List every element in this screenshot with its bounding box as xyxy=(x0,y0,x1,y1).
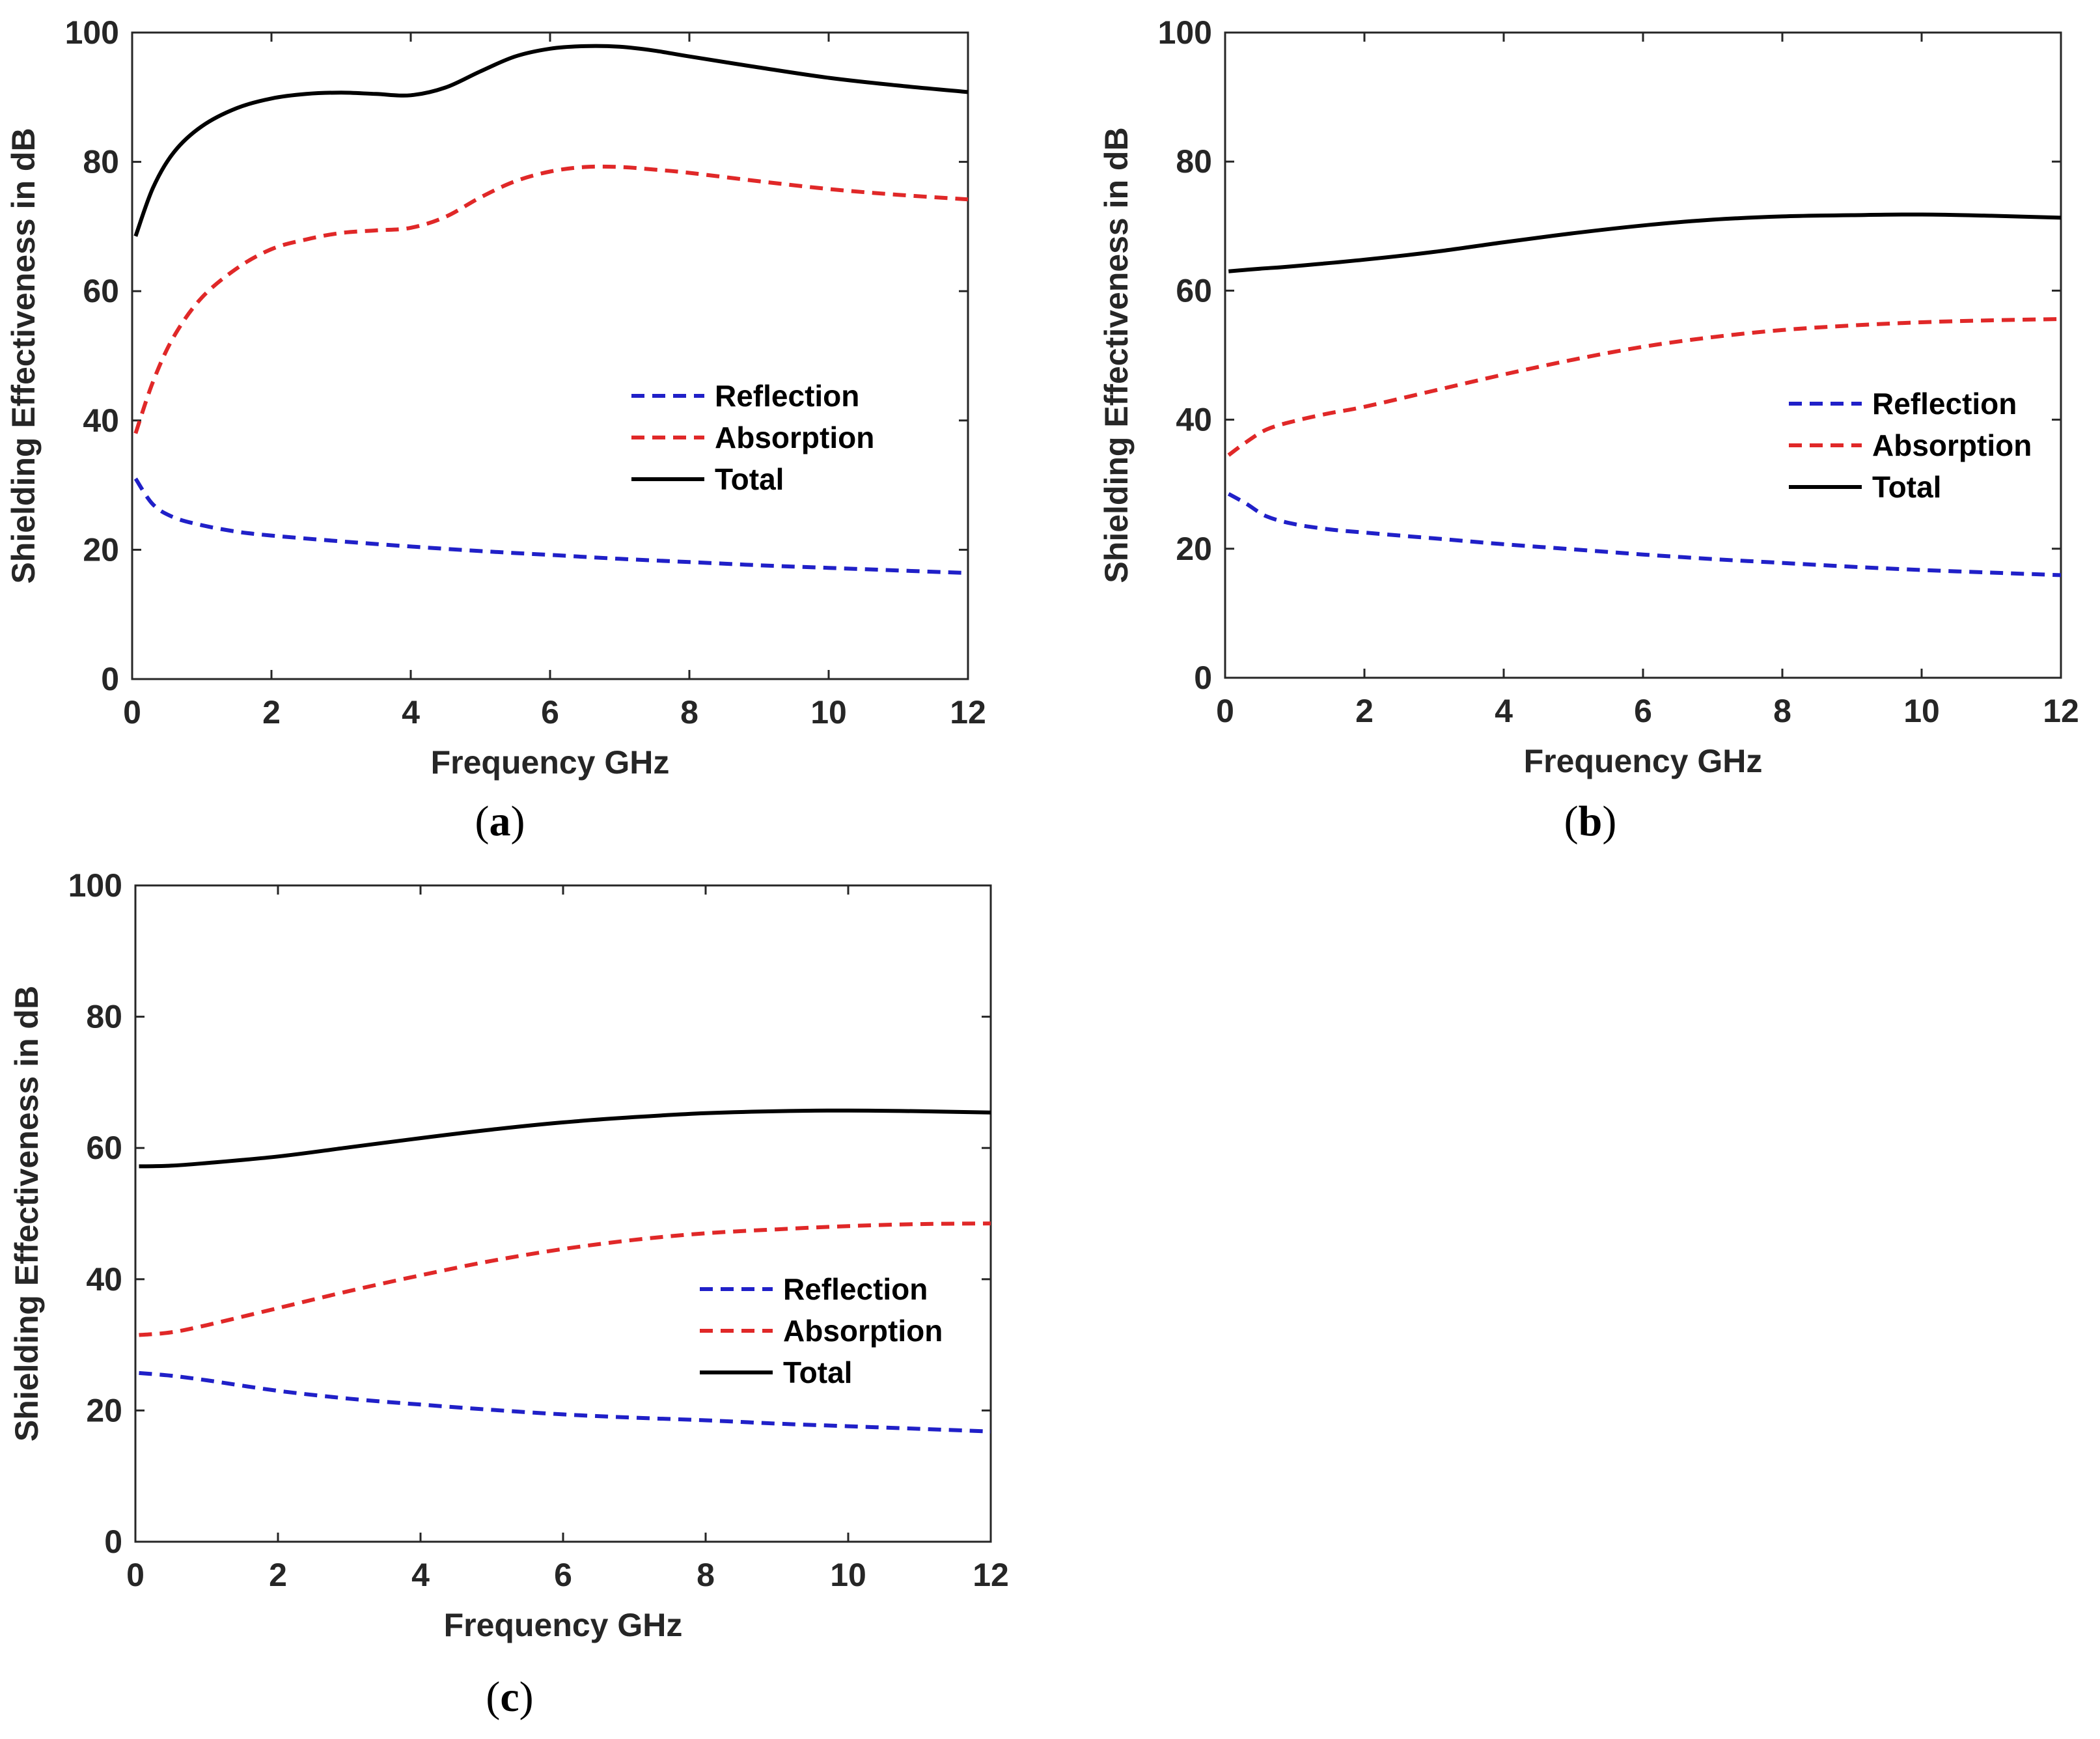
legend-label-absorption: Absorption xyxy=(1872,428,2032,462)
y-tick-label: 0 xyxy=(1194,660,1212,696)
plot-frame xyxy=(131,31,969,680)
caption-paren-close: ) xyxy=(1602,798,1616,845)
legend: Reflection Absorption Total xyxy=(700,1272,943,1389)
x-tick-label: 0 xyxy=(126,1557,145,1593)
y-tick-label: 100 xyxy=(68,867,122,904)
series-line-total xyxy=(139,1108,991,1169)
caption-letter: a xyxy=(490,798,511,845)
series-line-reflection xyxy=(133,477,969,576)
caption-paren-close: ) xyxy=(519,1673,534,1721)
y-tick-label: 100 xyxy=(1158,14,1212,51)
legend-label-total: Total xyxy=(1872,470,1941,504)
y-tick-label: 0 xyxy=(101,661,119,697)
x-axis-label: Frequency GHz xyxy=(431,744,670,781)
x-tick-label: 10 xyxy=(1903,693,1940,729)
x-tick-label: 8 xyxy=(1773,693,1791,729)
caption-paren-open: ( xyxy=(475,798,490,845)
y-tick-label: 20 xyxy=(83,531,119,568)
x-tick-label: 2 xyxy=(1355,693,1374,729)
caption-paren-open: ( xyxy=(1564,798,1579,845)
x-tick-label: 4 xyxy=(1495,693,1513,729)
x-tick-label: 0 xyxy=(1216,693,1234,729)
y-tick-label: 80 xyxy=(1176,143,1212,180)
x-tick-label: 4 xyxy=(411,1557,430,1593)
legend-label-total: Total xyxy=(715,462,784,496)
x-tick-label: 6 xyxy=(554,1557,572,1593)
series-line-total xyxy=(133,44,969,237)
legend-label-reflection: Reflection xyxy=(783,1272,928,1306)
series-line-absorption xyxy=(133,164,969,434)
series-line-absorption xyxy=(1227,317,2062,457)
legend: Reflection Absorption Total xyxy=(631,379,874,496)
legend-label-reflection: Reflection xyxy=(1872,387,2017,421)
x-tick-label: 2 xyxy=(262,694,281,730)
y-axis-label: Shielding Effectiveness in dB xyxy=(1098,127,1135,583)
caption-paren-open: ( xyxy=(486,1673,500,1721)
series-line-reflection xyxy=(1227,492,2062,577)
y-tick-label: 20 xyxy=(1176,531,1212,567)
legend-label-reflection: Reflection xyxy=(715,379,859,413)
chart-panel-c: 0 2 4 6 8 10 12 0 20 40 60 80 100 Frequency GHz Shield… xyxy=(8,867,1009,1721)
y-tick-label: 100 xyxy=(65,14,119,51)
caption-letter: c xyxy=(500,1673,519,1721)
panel-caption: (a) xyxy=(475,798,525,845)
x-tick-label: 8 xyxy=(680,694,698,730)
x-tick-label: 10 xyxy=(830,1557,866,1593)
x-axis-label: Frequency GHz xyxy=(1524,743,1763,779)
panel-caption: (c) xyxy=(486,1673,533,1721)
y-tick-label: 40 xyxy=(83,402,119,439)
x-tick-label: 6 xyxy=(1634,693,1652,729)
x-tick-label: 12 xyxy=(950,694,986,730)
y-axis-label: Shielding Effectiveness in dB xyxy=(5,128,42,583)
y-tick-label: 60 xyxy=(86,1130,122,1166)
plot-frame xyxy=(1224,31,2062,679)
y-tick-label: 80 xyxy=(86,999,122,1035)
y-tick-label: 80 xyxy=(83,144,119,180)
legend-label-total: Total xyxy=(783,1356,852,1389)
x-tick-label: 12 xyxy=(973,1557,1009,1593)
x-tick-label: 8 xyxy=(697,1557,715,1593)
chart-panel-a: 0 2 4 6 8 10 12 0 20 40 60 80 100 Frequency GHz Shield… xyxy=(5,14,986,845)
y-tick-label: 40 xyxy=(86,1261,122,1298)
series-line-total xyxy=(1228,212,2062,273)
series-line-reflection xyxy=(139,1370,991,1434)
series-line-absorption xyxy=(139,1221,991,1337)
panel-caption: (b) xyxy=(1564,798,1617,845)
x-tick-label: 2 xyxy=(269,1557,287,1593)
chart-panel-b: 0 2 4 6 8 10 12 0 20 40 60 80 100 Frequency GHz Shield… xyxy=(1098,14,2079,845)
x-tick-label: 4 xyxy=(402,694,420,730)
x-tick-label: 10 xyxy=(810,694,847,730)
y-tick-label: 60 xyxy=(83,273,119,309)
legend-label-absorption: Absorption xyxy=(715,421,874,454)
plot-frame xyxy=(134,884,992,1543)
legend: Reflection Absorption Total xyxy=(1789,387,2032,504)
caption-paren-close: ) xyxy=(511,798,525,845)
caption-letter: b xyxy=(1579,798,1603,845)
y-tick-label: 60 xyxy=(1176,272,1212,309)
x-tick-label: 6 xyxy=(541,694,559,730)
x-tick-label: 12 xyxy=(2043,693,2079,729)
y-tick-label: 0 xyxy=(104,1523,122,1560)
x-tick-label: 0 xyxy=(123,694,141,730)
y-tick-label: 20 xyxy=(86,1392,122,1428)
x-axis-label: Frequency GHz xyxy=(444,1607,683,1643)
y-axis-label: Shielding Effectiveness in dB xyxy=(8,986,45,1441)
legend-label-absorption: Absorption xyxy=(783,1314,943,1348)
y-tick-label: 40 xyxy=(1176,402,1212,438)
